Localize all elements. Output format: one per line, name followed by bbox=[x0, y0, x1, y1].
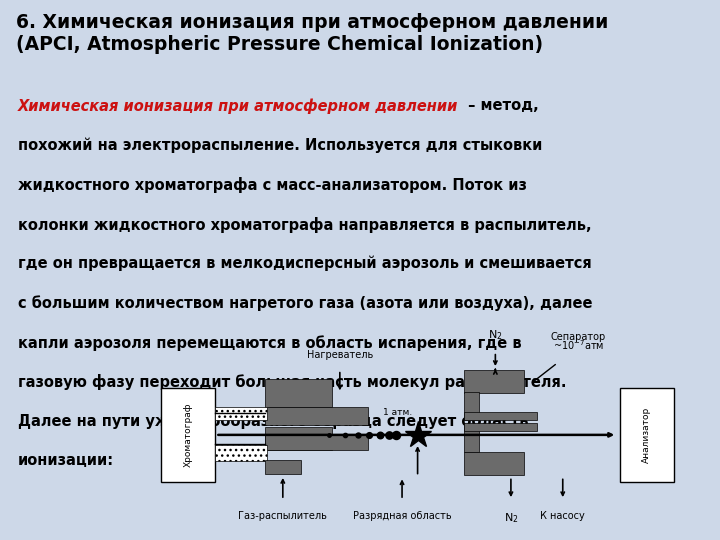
Bar bbox=[215, 407, 267, 420]
Bar bbox=[265, 460, 301, 474]
Text: Нагреватель: Нагреватель bbox=[307, 350, 373, 360]
Bar bbox=[265, 407, 369, 425]
Text: Далее на пути уже газообразного образца следует область: Далее на пути уже газообразного образца … bbox=[18, 414, 528, 429]
Text: Сепаратор: Сепаратор bbox=[551, 332, 606, 342]
Bar bbox=[464, 425, 479, 451]
Text: жидкостного хроматографа с масс-анализатором. Поток из: жидкостного хроматографа с масс-анализат… bbox=[18, 177, 527, 193]
Text: 6. Химическая ионизация при атмосферном давлении: 6. Химическая ионизация при атмосферном … bbox=[16, 14, 608, 32]
Text: N$_2$: N$_2$ bbox=[488, 328, 503, 342]
Text: Анализатор: Анализатор bbox=[642, 407, 651, 463]
Text: Хроматограф: Хроматограф bbox=[184, 403, 192, 467]
Bar bbox=[620, 388, 674, 482]
Bar bbox=[464, 412, 537, 420]
Bar bbox=[464, 393, 479, 420]
Bar bbox=[464, 451, 524, 475]
Text: Газ-распылитель: Газ-распылитель bbox=[238, 511, 328, 521]
Text: N$_2$: N$_2$ bbox=[503, 511, 518, 525]
Text: колонки жидкостного хроматографа направляется в распылитель,: колонки жидкостного хроматографа направл… bbox=[18, 217, 592, 233]
Text: где он превращается в мелкодисперсный аэрозоль и смешивается: где он превращается в мелкодисперсный аэ… bbox=[18, 256, 592, 272]
Text: с большим количеством нагретого газа (азота или воздуха), далее: с большим количеством нагретого газа (аз… bbox=[18, 295, 593, 311]
Bar bbox=[215, 444, 267, 461]
Bar bbox=[265, 380, 332, 407]
Bar bbox=[464, 423, 537, 431]
Bar bbox=[265, 427, 332, 450]
Bar bbox=[161, 388, 215, 482]
Text: – метод,: – метод, bbox=[463, 98, 539, 113]
Text: ионизации:: ионизации: bbox=[18, 453, 114, 468]
Text: Разрядная область: Разрядная область bbox=[353, 511, 451, 521]
Text: 1 атм.: 1 атм. bbox=[383, 408, 413, 417]
Bar bbox=[464, 370, 524, 393]
Text: похожий на электрораспыление. Используется для стыковки: похожий на электрораспыление. Использует… bbox=[18, 138, 542, 153]
Text: (APCI, Atmospheric Pressure Chemical Ionization): (APCI, Atmospheric Pressure Chemical Ion… bbox=[16, 35, 543, 54]
Text: К насосу: К насосу bbox=[541, 511, 585, 521]
Text: ~10$^{-7}$атм: ~10$^{-7}$атм bbox=[553, 338, 604, 352]
Bar bbox=[265, 434, 369, 450]
Text: капли аэрозоля перемещаются в область испарения, где в: капли аэрозоля перемещаются в область ис… bbox=[18, 335, 521, 350]
Text: газовую фазу переходит большая часть молекул растворителя.: газовую фазу переходит большая часть мол… bbox=[18, 374, 567, 390]
Text: Химическая ионизация при атмосферном давлении: Химическая ионизация при атмосферном дав… bbox=[18, 98, 459, 114]
